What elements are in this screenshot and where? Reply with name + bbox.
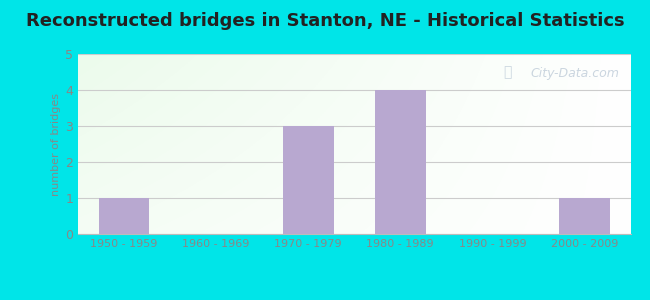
Text: City-Data.com: City-Data.com xyxy=(530,67,619,80)
Bar xyxy=(375,90,426,234)
Y-axis label: number of bridges: number of bridges xyxy=(51,92,61,196)
Text: ⓘ: ⓘ xyxy=(503,66,512,80)
Bar xyxy=(99,198,150,234)
Bar xyxy=(559,198,610,234)
Text: Reconstructed bridges in Stanton, NE - Historical Statistics: Reconstructed bridges in Stanton, NE - H… xyxy=(26,12,624,30)
Bar xyxy=(283,126,333,234)
